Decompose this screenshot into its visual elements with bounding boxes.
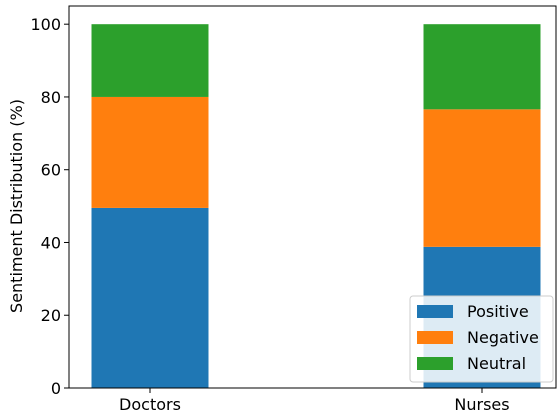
y-tick-label: 60 [41,161,61,180]
bar-positive-doctors [91,207,209,388]
y-axis-label: Sentiment Distribution (%) [7,99,26,313]
bar-negative-nurses [423,109,541,247]
legend-swatch-neutral [417,357,453,370]
y-tick-label: 40 [41,233,61,252]
y-tick-label: 20 [41,306,61,325]
legend-label-neutral: Neutral [467,354,526,373]
x-tick-label: Nurses [454,395,509,414]
y-tick-label: 80 [41,88,61,107]
y-tick-label: 0 [51,379,61,398]
legend-swatch-negative [417,331,453,344]
bar-negative-doctors [91,96,209,208]
axes-group: 0 20 40 60 80 100 Doctors Nurses [30,5,557,414]
legend-swatch-positive [417,305,453,318]
bar-neutral-doctors [91,24,209,97]
legend-label-positive: Positive [467,302,529,321]
x-tick-label: Doctors [119,395,181,414]
bars-group [91,24,541,388]
bar-neutral-nurses [423,24,541,110]
y-tick-label: 100 [30,15,61,34]
legend-label-negative: Negative [467,328,539,347]
plot-frame [68,5,557,389]
legend: Positive Negative Neutral [409,295,554,383]
